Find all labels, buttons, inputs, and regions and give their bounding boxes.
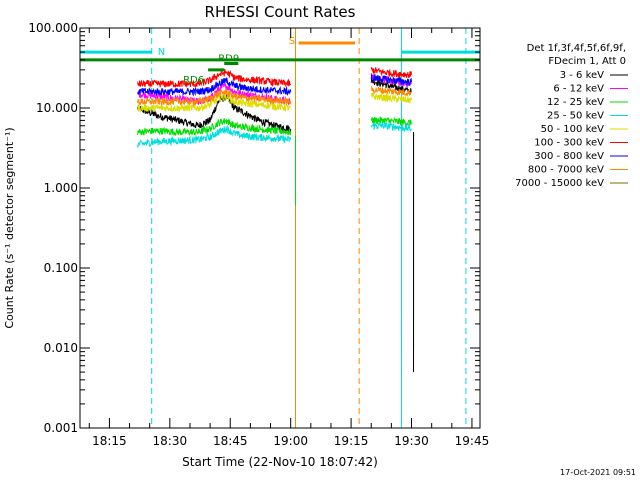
flag-label-0: N bbox=[158, 47, 165, 58]
series-line-5-segment-1 bbox=[370, 67, 412, 79]
y-axis-label: Count Rate (s⁻¹ detector segment⁻¹) bbox=[3, 127, 16, 328]
series-line-0-segment-1 bbox=[370, 77, 412, 95]
legend-label-7: 800 - 7000 keV bbox=[528, 165, 604, 176]
flag-label-4: RD9 bbox=[218, 53, 239, 64]
legend-header-line-2: FDecim 1, Att 0 bbox=[548, 56, 626, 67]
x-axis-label: Start Time (22-Nov-10 18:07:42) bbox=[182, 455, 378, 469]
legend-header-line-1: Det 1f,3f,4f,5f,6f,9f, bbox=[527, 43, 626, 54]
series-line-4-segment-0 bbox=[137, 93, 292, 114]
legend-label-6: 300 - 800 keV bbox=[534, 151, 604, 162]
x-tick-label-0: 18:15 bbox=[92, 434, 127, 448]
legend-label-8: 7000 - 15000 keV bbox=[515, 178, 604, 189]
plot-content: N S RD6 RD9 bbox=[79, 28, 480, 428]
legend-label-5: 100 - 300 keV bbox=[534, 138, 604, 149]
series-line-6-segment-1 bbox=[370, 74, 412, 86]
legend-label-3: 25 - 50 keV bbox=[547, 111, 604, 122]
series-line-7-segment-0 bbox=[137, 86, 292, 107]
timestamp: 17-Oct-2021 09:51 bbox=[560, 468, 636, 477]
y-tick-label-5: 100.000 bbox=[28, 21, 78, 35]
series-line-2-segment-1 bbox=[370, 116, 412, 127]
series-line-0-segment-0 bbox=[137, 92, 292, 134]
series-line-3-segment-1 bbox=[370, 121, 412, 133]
flag-label-2: S bbox=[289, 36, 295, 47]
legend-label-2: 12 - 25 keV bbox=[547, 97, 604, 108]
axes: 0.001 0.010 0.100 1.000 10.000 100.000 18:15 18… bbox=[28, 21, 489, 448]
x-tick-label-3: 19:00 bbox=[273, 434, 308, 448]
x-tick-label-4: 19:15 bbox=[334, 434, 369, 448]
y-tick-label-0: 0.001 bbox=[44, 421, 78, 435]
x-tick-label-2: 18:45 bbox=[213, 434, 248, 448]
x-tick-label-6: 19:45 bbox=[455, 434, 490, 448]
chart-title: RHESSI Count Rates bbox=[205, 3, 356, 21]
series-line-7-segment-1 bbox=[370, 85, 412, 97]
series-line-3-segment-0 bbox=[137, 124, 292, 148]
series-line-2-segment-0 bbox=[137, 117, 292, 137]
legend-label-1: 6 - 12 keV bbox=[553, 84, 604, 95]
y-tick-label-1: 0.010 bbox=[44, 341, 78, 355]
series-line-5-segment-0 bbox=[137, 68, 292, 88]
legend: Det 1f,3f,4f,5f,6f,9f, FDecim 1, Att 0 3… bbox=[515, 43, 628, 189]
series-line-4-segment-1 bbox=[370, 92, 412, 104]
series-line-6-segment-0 bbox=[137, 77, 292, 97]
flag-label-3: RD6 bbox=[183, 75, 204, 86]
y-tick-label-3: 1.000 bbox=[44, 181, 78, 195]
y-tick-label-4: 10.000 bbox=[36, 101, 78, 115]
y-tick-label-2: 0.100 bbox=[44, 261, 78, 275]
legend-label-4: 50 - 100 keV bbox=[541, 124, 605, 135]
plot-frame bbox=[79, 27, 481, 429]
legend-label-0: 3 - 6 keV bbox=[560, 70, 604, 81]
x-tick-label-1: 18:30 bbox=[153, 434, 188, 448]
x-tick-label-5: 19:30 bbox=[394, 434, 429, 448]
